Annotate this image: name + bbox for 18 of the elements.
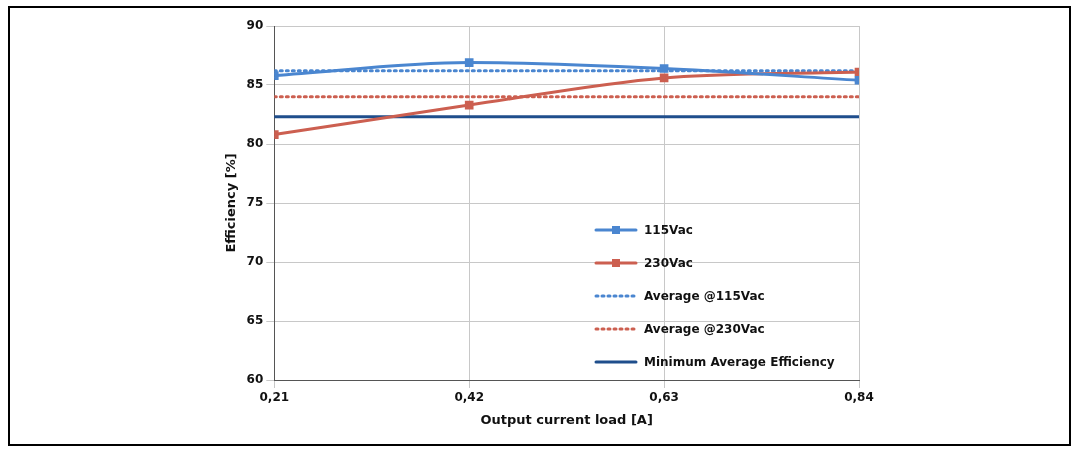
y-tick-label: 60	[246, 372, 264, 387]
y-tick-label: 75	[246, 195, 264, 210]
x-tick-label: 0,21	[259, 390, 290, 405]
legend-label: 230Vac	[644, 255, 693, 270]
x-tick-label: 0,42	[454, 390, 484, 405]
legend-label: Average @115Vac	[644, 288, 765, 303]
x-axis-title: Output current load [A]	[480, 411, 653, 427]
x-tick-label: 0,63	[649, 390, 679, 405]
y-tick-label: 85	[246, 77, 264, 92]
legend-label: Average @230Vac	[644, 321, 765, 336]
legend-label: Minimum Average Efficiency	[644, 354, 835, 369]
y-tick-label: 80	[246, 136, 264, 151]
y-tick-label: 65	[246, 313, 264, 328]
y-axis-title: Efficiency [%]	[223, 153, 239, 253]
y-tick-label: 90	[246, 18, 264, 33]
legend-label: 115Vac	[644, 222, 693, 237]
y-tick-label: 70	[246, 254, 264, 269]
x-tick-label: 0,84	[844, 390, 874, 405]
